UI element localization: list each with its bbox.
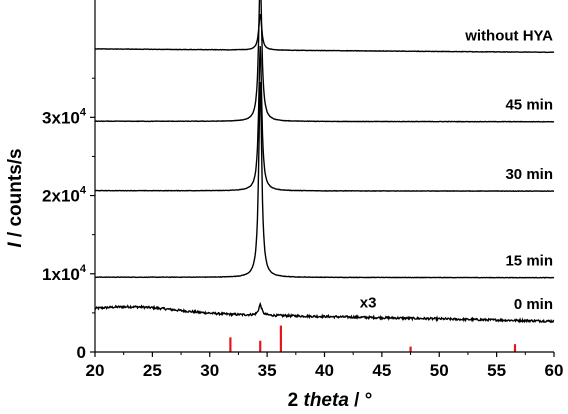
y-tick-label: 1x104 (42, 263, 87, 284)
series-label: 0 min (514, 296, 553, 313)
reference-lines (229, 325, 517, 352)
series-label: without HYA (464, 27, 553, 44)
series-line (95, 0, 555, 123)
series-label: 45 min (505, 97, 553, 114)
series-line (94, 13, 555, 54)
x-tick-label: 25 (143, 361, 162, 380)
annotation-label: x3 (360, 294, 377, 311)
x-tick-label: 60 (545, 361, 564, 380)
x-axis-title: 2 theta / ° (288, 390, 373, 411)
y-tick-label: 2x104 (42, 185, 87, 206)
x-tick-label: 50 (430, 361, 449, 380)
x-tick-label: 55 (487, 361, 506, 380)
axes: 20 25 30 35 40 45 50 55 60 0 1x104 2x104 3x104 (42, 0, 563, 380)
x-tick-label: 20 (86, 361, 105, 380)
x-tick-label: 45 (372, 361, 391, 380)
x-tick-label: 30 (200, 361, 219, 380)
x-tick-label: 35 (258, 361, 277, 380)
y-tick-label: 0 (77, 343, 86, 362)
series-label: 15 min (505, 253, 553, 270)
x-tick-label: 40 (315, 361, 334, 380)
series-line (94, 301, 555, 324)
series-label: 30 min (505, 166, 553, 183)
y-axis-title: I / counts/s (5, 148, 26, 247)
series-labels: 0 min 15 min 30 min 45 min without HYA x3 (360, 27, 553, 313)
series-line (95, 45, 554, 193)
y-tick-label: 3x104 (42, 106, 87, 127)
series-lines (94, 0, 555, 324)
series-line (95, 81, 555, 279)
